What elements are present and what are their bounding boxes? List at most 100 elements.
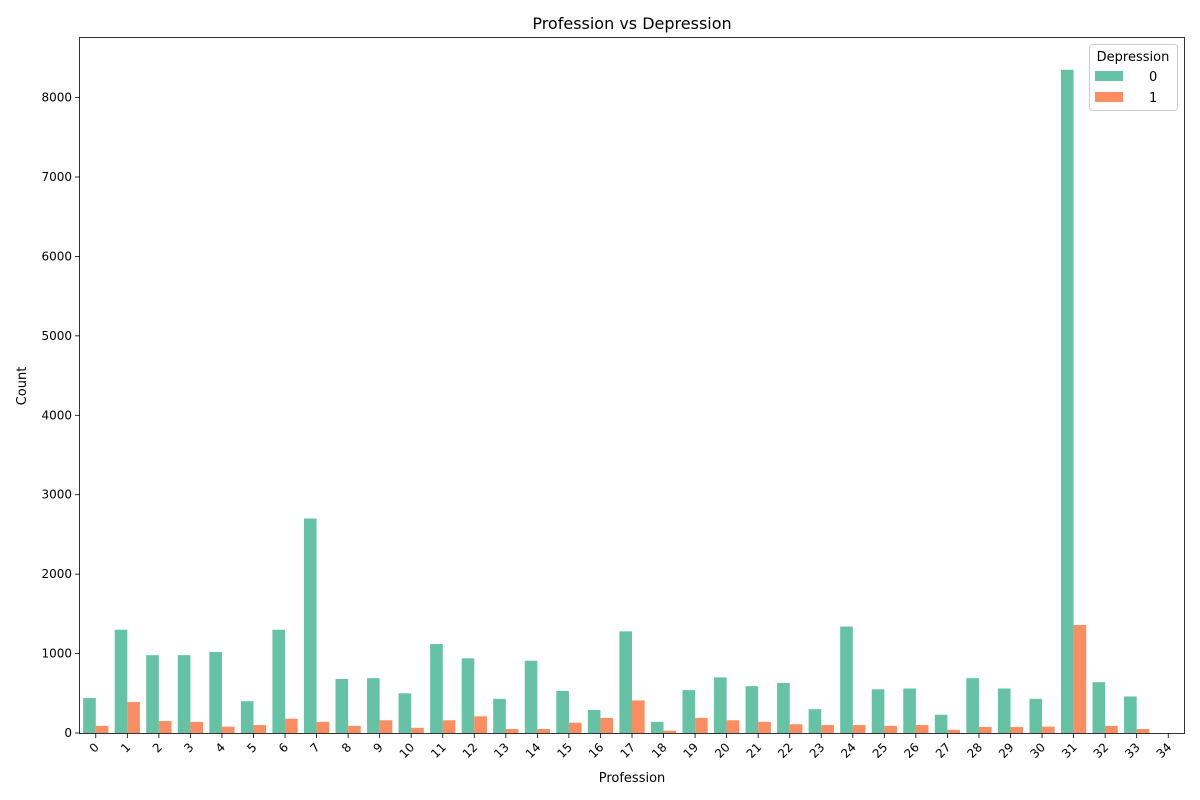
legend-swatch-0 — [1095, 71, 1123, 81]
y-tick-label: 8000 — [41, 91, 72, 105]
bar-series-0-cat-28 — [966, 678, 979, 733]
x-tick-label: 21 — [744, 740, 765, 761]
bar-series-1-cat-2 — [158, 721, 172, 733]
bar-series-1-cat-14 — [537, 729, 550, 733]
y-tick-label: 1000 — [41, 647, 72, 661]
bar-series-0-cat-33 — [1124, 696, 1137, 733]
bar-series-0-cat-32 — [1092, 682, 1106, 733]
bar-series-0-cat-21 — [745, 686, 759, 733]
x-tick-label: 4 — [213, 740, 228, 755]
bar-series-1-cat-21 — [758, 721, 771, 733]
bar-series-1-cat-20 — [726, 720, 740, 733]
legend-title: Depression — [1097, 50, 1170, 65]
bar-series-1-cat-6 — [285, 718, 298, 733]
legend-label-1: 1 — [1149, 91, 1157, 106]
bar-series-1-cat-31 — [1073, 624, 1087, 733]
bar-series-1-cat-8 — [348, 725, 361, 733]
bar-series-0-cat-24 — [840, 626, 853, 733]
bar-series-1-cat-17 — [632, 700, 645, 733]
bar-series-1-cat-23 — [821, 725, 834, 733]
x-tick-label: 29 — [996, 740, 1017, 761]
x-tick-label: 31 — [1059, 740, 1080, 761]
bar-series-0-cat-29 — [997, 688, 1011, 733]
bar-series-0-cat-18 — [650, 721, 664, 733]
plot-frame — [79, 37, 1185, 734]
x-tick-label: 2 — [150, 740, 165, 755]
bar-series-1-cat-5 — [253, 725, 267, 733]
x-tick-label: 28 — [964, 740, 985, 761]
y-tick-label: 6000 — [41, 249, 72, 263]
bar-series-1-cat-9 — [379, 720, 393, 733]
bar-series-1-cat-0 — [95, 725, 109, 733]
x-tick-label: 16 — [586, 740, 607, 761]
bar-series-1-cat-27 — [947, 729, 961, 733]
legend-swatch-1 — [1095, 92, 1123, 102]
bar-series-0-cat-1 — [114, 629, 128, 733]
bar-series-0-cat-26 — [903, 688, 916, 733]
bar-series-0-cat-5 — [240, 701, 254, 733]
bar-series-1-cat-28 — [978, 727, 992, 733]
x-tick-label: 33 — [1122, 740, 1143, 761]
bar-series-1-cat-32 — [1105, 725, 1118, 733]
bar-series-1-cat-10 — [411, 727, 424, 733]
x-tick-label: 23 — [807, 740, 828, 761]
bar-series-0-cat-8 — [335, 678, 349, 733]
y-tick-label: 2000 — [41, 567, 72, 581]
bar-series-0-cat-17 — [619, 631, 632, 733]
x-tick-label: 9 — [370, 740, 385, 755]
x-tick-label: 7 — [307, 740, 322, 755]
x-tick-label: 15 — [554, 740, 575, 761]
bars — [83, 69, 1150, 733]
x-tick-label: 8 — [339, 740, 354, 755]
bar-series-1-cat-18 — [663, 730, 677, 733]
bar-series-0-cat-30 — [1029, 698, 1043, 733]
bar-series-0-cat-22 — [777, 682, 790, 733]
bar-series-1-cat-1 — [127, 702, 140, 733]
legend: Depression 0 1 — [1089, 44, 1178, 111]
x-tick-label: 25 — [870, 740, 891, 761]
bar-series-1-cat-24 — [852, 725, 866, 733]
bar-series-1-cat-25 — [884, 725, 897, 733]
x-tick-label: 30 — [1027, 740, 1048, 761]
x-tick-label: 13 — [491, 740, 512, 761]
x-tick-label: 19 — [681, 740, 702, 761]
y-tick-label: 0 — [64, 726, 72, 740]
x-tick-label: 27 — [933, 740, 954, 761]
x-tick-label: 1 — [118, 740, 133, 755]
bar-series-1-cat-29 — [1010, 727, 1024, 733]
y-tick-label: 4000 — [41, 408, 72, 422]
x-tick-label: 20 — [712, 740, 733, 761]
bar-series-1-cat-4 — [221, 726, 235, 733]
x-tick-label: 24 — [838, 740, 859, 761]
y-tick-label: 7000 — [41, 170, 72, 184]
bar-series-0-cat-20 — [714, 677, 727, 733]
bar-series-1-cat-12 — [474, 716, 487, 733]
bar-series-0-cat-12 — [461, 658, 475, 733]
legend-label-0: 0 — [1149, 70, 1157, 85]
bar-series-0-cat-10 — [398, 693, 412, 733]
x-tick-label: 14 — [523, 740, 544, 761]
bar-series-1-cat-19 — [695, 717, 708, 733]
bar-series-0-cat-15 — [556, 690, 569, 733]
chart-title: Profession vs Depression — [532, 14, 731, 33]
x-tick-label: 5 — [244, 740, 259, 755]
x-tick-label: 3 — [181, 740, 196, 755]
bar-series-0-cat-11 — [430, 644, 443, 733]
bar-series-0-cat-19 — [682, 690, 696, 733]
bar-series-1-cat-22 — [789, 724, 803, 733]
bar-series-1-cat-11 — [442, 720, 456, 733]
bar-series-0-cat-7 — [303, 518, 317, 733]
y-tick-label: 3000 — [41, 488, 72, 502]
y-axis-title: Count — [15, 367, 30, 406]
x-tick-label: 22 — [775, 740, 796, 761]
bar-series-0-cat-25 — [871, 689, 885, 733]
bar-series-0-cat-16 — [587, 709, 601, 733]
bar-series-1-cat-13 — [505, 729, 519, 733]
y-tick-label: 5000 — [41, 329, 72, 343]
bar-series-0-cat-14 — [524, 660, 538, 733]
x-axis: 0 1 2 3 4 5 6 7 8 9 10 11 12 13 14 15 16 17 18 19 20 21 22 23 24… — [87, 733, 1174, 761]
bar-series-1-cat-3 — [190, 721, 204, 733]
x-tick-label: 18 — [649, 740, 670, 761]
x-tick-label: 12 — [460, 740, 481, 761]
